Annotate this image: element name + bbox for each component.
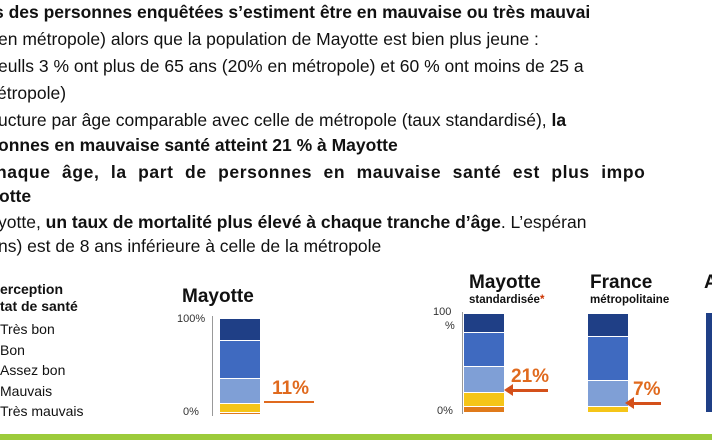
chart-mayotte-std-title: Mayotte	[469, 272, 541, 293]
bar-segment-assez-bon	[220, 378, 260, 403]
chart-mayotte-std-axis-top-2: %	[445, 320, 455, 332]
legend-item-tres-mauvais: Très mauvais	[0, 403, 84, 419]
chart-mayotte-std-arrow	[504, 384, 548, 396]
text-line-4: étropole)	[0, 83, 67, 103]
chart-france-arrow	[625, 397, 661, 409]
text-line-2: en métropole) alors que la population de…	[0, 29, 539, 49]
bar-segment-tres-bon	[220, 318, 260, 340]
bar-segment-tres-bon	[588, 313, 628, 336]
bar-segment-bon	[220, 340, 260, 378]
bar-segment-bon	[588, 336, 628, 380]
chart-mayotte-axis-bottom: 0%	[183, 406, 199, 418]
chart-mayotte-std-subtitle-text: standardisée	[469, 294, 540, 306]
text-line-9-bold: un taux de mortalité plus élevé à chaque…	[45, 212, 501, 232]
bar-segment-mauvais	[464, 392, 504, 406]
text-line-1: s des personnes enquêtées s’estiment êtr…	[0, 2, 591, 22]
text-line-7: haque âge, la part de personnes en mauva…	[0, 162, 646, 182]
chart-cut-title: A	[704, 272, 712, 293]
chart-mayotte-title: Mayotte	[182, 286, 254, 307]
chart-france-highlight: 7%	[633, 379, 661, 400]
chart-mayotte-std-bar	[464, 313, 504, 412]
chart-mayotte-axis-top: 100%	[177, 313, 206, 325]
text-line-9: yotte, un taux de mortalité plus élevé à…	[0, 212, 586, 232]
legend-item-assez-bon: Assez bon	[0, 362, 66, 378]
bar-segment-bon	[464, 332, 504, 366]
legend-item-mauvais: Mauvais	[0, 383, 53, 399]
chart-mayotte-std-asterisk: *	[539, 294, 545, 306]
chart-france-bar	[588, 313, 628, 413]
bar-segment-tres-mauvais	[464, 406, 504, 412]
legend-item-bon: Bon	[0, 342, 25, 358]
legend-item-tres-bon: Très bon	[0, 321, 55, 337]
chart-mayotte-bar	[220, 318, 260, 414]
text-line-3: eulls 3 % ont plus de 65 ans (20% en mét…	[0, 56, 584, 76]
bar-segment-tres-bon	[464, 313, 504, 332]
chart-france-subtitle: métropolitaine	[590, 294, 670, 306]
chart-mayotte-underline	[264, 401, 314, 403]
bar-segment-tres-mauvais	[588, 412, 628, 413]
text-line-5: ucture par âge comparable avec celle de …	[0, 110, 566, 130]
footer-green-rule	[0, 434, 712, 440]
chart-mayotte-std-axis-bottom: 0%	[437, 405, 453, 417]
text-line-10: ns) est de 8 ans inférieure à celle de l…	[0, 236, 382, 256]
chart-mayotte-std-subtitle: standardisée*	[469, 294, 544, 306]
chart-cut-bar	[706, 313, 712, 412]
bar-segment-assez-bon	[588, 380, 628, 406]
bar-segment-mauvais	[588, 406, 628, 412]
chart-mayotte-std-axis	[462, 312, 463, 414]
chart-mayotte-std-axis-top-1: 100	[433, 306, 452, 318]
chart-mayotte-highlight: 11%	[272, 378, 309, 399]
text-line-5-regular: ucture par âge comparable avec celle de …	[0, 110, 552, 130]
chart-france-title: France	[590, 272, 653, 293]
text-line-9-regular: yotte,	[0, 212, 46, 232]
bar-segment-mauvais	[220, 403, 260, 412]
text-line-9-tail: . L’espéran	[500, 212, 587, 232]
text-line-6: onnes en mauvaise santé atteint 21 % à M…	[0, 135, 398, 155]
legend-title-1: erception	[0, 281, 64, 297]
chart-mayotte-std-highlight: 21%	[511, 366, 550, 387]
chart-mayotte-axis	[212, 316, 213, 416]
text-line-8: otte	[0, 186, 32, 206]
text-line-5-bold: la	[551, 110, 567, 130]
bar-segment-tres-mauvais	[220, 412, 260, 414]
legend-title-2: tat de santé	[0, 298, 78, 314]
bar-segment-assez-bon	[464, 366, 504, 392]
